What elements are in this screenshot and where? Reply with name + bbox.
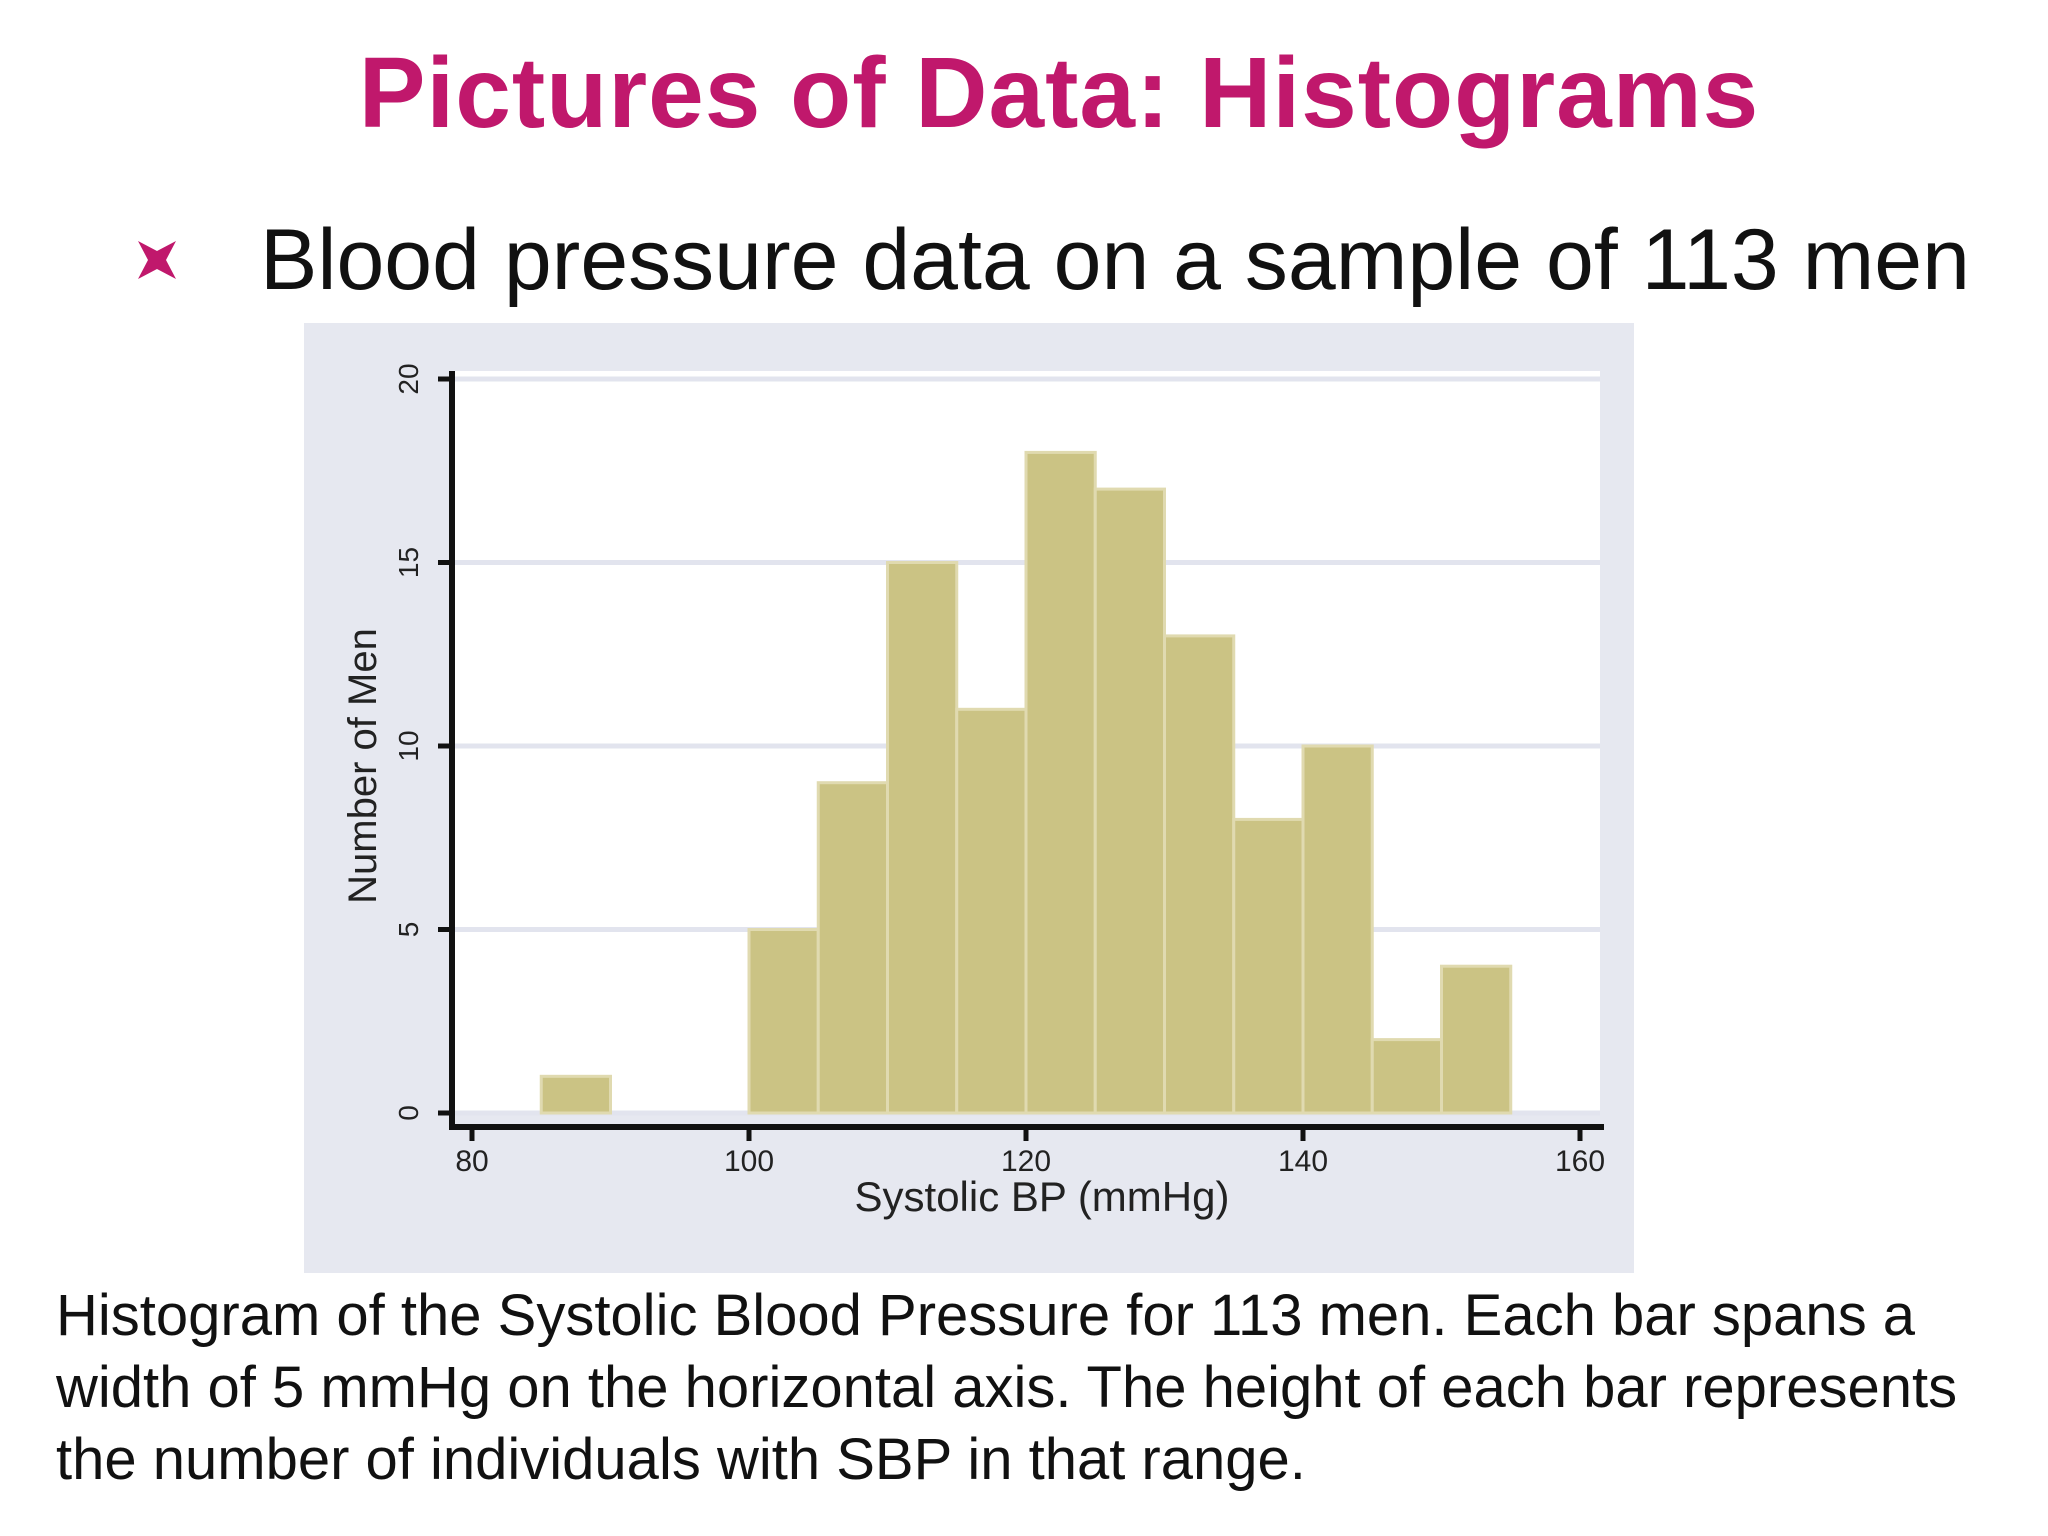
histogram-bar: [1163, 634, 1236, 1115]
y-axis-label: Number of Men: [341, 628, 385, 904]
x-tick-label: 100: [724, 1145, 774, 1178]
y-tick-label: 5: [393, 922, 424, 938]
bullet-star-icon: [138, 241, 176, 279]
y-tick-label: 15: [393, 547, 424, 578]
histogram-bar: [1093, 487, 1166, 1115]
histogram-bar: [539, 1074, 612, 1115]
ticks: 0 5 10 15 20 80 100 120 140 160: [393, 363, 1605, 1178]
y-tick-label: 20: [393, 363, 424, 394]
slide-title: Pictures of Data: Histograms: [358, 37, 1760, 149]
histogram-bar: [886, 561, 959, 1115]
histogram-bar: [1024, 450, 1097, 1115]
histogram-bar: [1232, 817, 1305, 1115]
y-tick-label: 10: [393, 730, 424, 761]
bars: [539, 450, 1513, 1115]
histogram-bar: [1370, 1038, 1443, 1115]
histogram-bar: [816, 781, 889, 1115]
bullet-text: Blood pressure data on a sample of 113 m…: [260, 211, 1970, 308]
y-tick-label: 0: [393, 1105, 424, 1121]
figure-caption: Histogram of the Systolic Blood Pressure…: [56, 1283, 1958, 1492]
histogram-bar: [1301, 744, 1374, 1115]
histogram-svg: 0 5 10 15 20 80 100 120 140 160 Systolic BP (mmHg…: [341, 363, 1605, 1220]
x-tick-label: 120: [1001, 1145, 1051, 1178]
bullet-item: Blood pressure data on a sample of 113 m…: [132, 210, 1970, 310]
x-tick-label: 80: [455, 1145, 488, 1178]
histogram-bar: [955, 707, 1028, 1115]
histogram-chart: 0 5 10 15 20 80 100 120 140 160 Systolic BP (mmHg…: [304, 323, 1634, 1273]
histogram-bar: [747, 928, 820, 1115]
x-axis-label: Systolic BP (mmHg): [855, 1173, 1230, 1220]
x-tick-label: 140: [1278, 1145, 1328, 1178]
histogram-bar: [1440, 964, 1513, 1115]
x-tick-label: 160: [1555, 1145, 1605, 1178]
